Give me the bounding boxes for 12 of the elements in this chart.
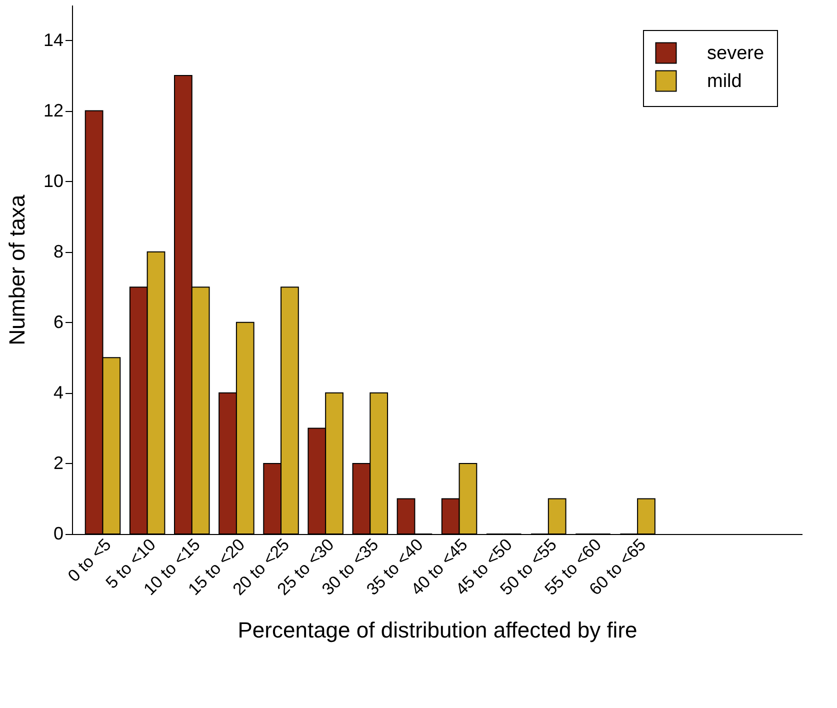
y-axis-title: Number of taxa xyxy=(4,194,30,346)
y-tick-label: 10 xyxy=(43,170,64,191)
x-axis-title: Percentage of distribution affected by fire xyxy=(238,617,638,642)
y-tick-label: 2 xyxy=(53,452,64,473)
legend-label: severe xyxy=(707,43,764,64)
y-tick-label: 4 xyxy=(53,382,64,402)
y-tick-label: 14 xyxy=(43,30,64,50)
y-tick-label: 12 xyxy=(43,100,64,120)
y-tick-label: 0 xyxy=(53,524,64,544)
legend-label: mild xyxy=(707,71,742,92)
y-tick-label: 8 xyxy=(53,241,64,262)
y-tick-label: 6 xyxy=(53,312,64,332)
